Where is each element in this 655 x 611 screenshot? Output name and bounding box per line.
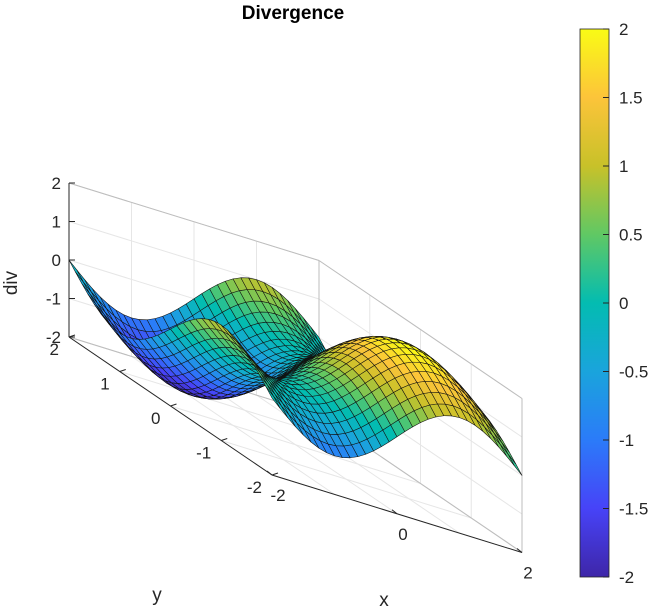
y-tick-mark: [119, 369, 126, 372]
surface-patch: [295, 308, 310, 331]
box-edge: [318, 260, 523, 399]
y-tick-label: 2: [50, 340, 59, 359]
colorbar-ticks: -2 -1.5 -1 -0.5 0 0.5 1 1.5 2: [603, 20, 648, 587]
colorbar-tick-label: -1.5: [619, 500, 648, 519]
z-tick-label: 2: [52, 174, 61, 193]
surface-patch: [68, 259, 84, 283]
colorbar-tick-label: 1.5: [619, 89, 643, 108]
colorbar-tick-label: -0.5: [619, 363, 648, 382]
z-axis-label: div: [1, 270, 22, 295]
grid-line-y: [221, 440, 472, 519]
surface-mesh: [68, 259, 523, 476]
x-tick-label: -2: [270, 486, 285, 505]
x-tick-mark: [391, 509, 398, 515]
y-tick-mark: [271, 472, 279, 476]
chart-title: Divergence: [242, 3, 344, 24]
y-tick-mark: [170, 403, 177, 407]
colorbar-tick-label: 2: [619, 20, 628, 39]
y-tick-label: -1: [196, 444, 211, 463]
y-tick-label: -2: [247, 478, 262, 497]
z-tick-label: -2: [46, 328, 61, 347]
y-tick-label: 1: [100, 375, 109, 394]
colorbar-tick-label: 0.5: [619, 226, 643, 245]
y-tick-mark: [221, 438, 228, 441]
colorbar-tick-label: -1: [619, 431, 634, 450]
z-tick-label: 1: [52, 213, 61, 232]
x-tick-label: 0: [398, 525, 407, 544]
surface-patch: [479, 412, 494, 433]
x-tick-label: 2: [523, 564, 532, 583]
box-edge: [68, 182, 320, 261]
x-tick-mark: [516, 548, 523, 553]
x-axis-label: x: [379, 590, 389, 611]
y-tick-mark: [68, 334, 76, 338]
y-axis-label: y: [152, 585, 162, 606]
z-tick-label: -1: [46, 290, 61, 309]
y-tick-label: 0: [151, 409, 160, 428]
grid-line-y: [170, 405, 421, 484]
z-tick-label: 0: [52, 251, 61, 270]
surface-patch: [252, 363, 268, 385]
colorbar-tick-label: -2: [619, 568, 634, 587]
colorbar-tick-label: 1: [619, 157, 628, 176]
colorbar-tick-label: 0: [619, 294, 628, 313]
x-tick-mark: [266, 470, 273, 476]
